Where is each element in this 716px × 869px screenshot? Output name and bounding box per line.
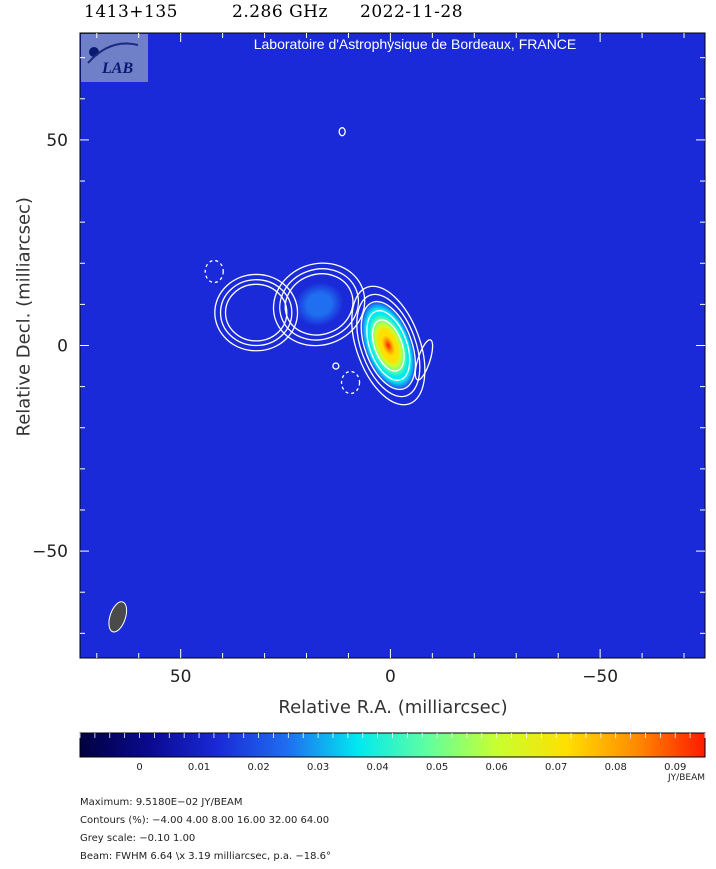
date-label: 2022-11-28	[360, 2, 464, 22]
x-tick-label: 50	[170, 667, 192, 687]
contour-3-3	[224, 283, 288, 342]
x-tick-label: −50	[582, 667, 618, 687]
component-3	[223, 282, 289, 343]
colorbar-tick-label: 0.02	[247, 762, 269, 773]
negative-contour-1	[204, 259, 224, 284]
colorbar-tick-label: 0.05	[426, 762, 448, 773]
institute-banner: Laboratoire d'Astrophysique de Bordeaux,…	[253, 36, 577, 52]
contour-2-1	[272, 262, 366, 347]
colorbar-tick-label: 0.07	[545, 762, 567, 773]
contour-1-5	[371, 319, 405, 372]
contour-1-3	[360, 300, 417, 391]
svg-text:LAB: LAB	[101, 60, 133, 77]
weak-contour-1	[338, 127, 346, 137]
negative-contour-2	[340, 370, 361, 395]
greyscale-note: Grey scale: −0.10 1.00	[80, 833, 196, 844]
weak-contour-2	[332, 362, 340, 370]
colorbar-tick-label: 0	[136, 762, 142, 773]
colorbar-tick-label: 0.03	[307, 762, 329, 773]
y-axis-title: Relative Decl. (milliarcsec)	[13, 197, 35, 437]
weak-contour-3	[414, 339, 434, 381]
contour-1-4	[366, 310, 411, 381]
source-name: 1413+135	[84, 2, 178, 22]
colorbar-tick-label: 0.08	[605, 762, 627, 773]
maximum-note: Maximum: 9.5180E−02 JY/BEAM	[80, 797, 243, 808]
component-2	[282, 271, 356, 338]
colorbar-tick-label: 0.06	[486, 762, 508, 773]
colorbar-unit: JY/BEAM	[667, 773, 705, 783]
contour-3-2	[219, 279, 293, 347]
colorbar-tick-label: 0.01	[188, 762, 210, 773]
x-axis-title: Relative R.A. (milliarcsec)	[278, 697, 508, 718]
y-tick-label: 0	[57, 337, 68, 357]
x-tick-label: 0	[385, 667, 396, 687]
contour-3-1	[214, 273, 299, 352]
colorbar-tick-label: 0.09	[664, 762, 686, 773]
y-tick-label: 50	[46, 131, 68, 151]
beam-ellipse	[108, 601, 128, 633]
contour-1-1	[351, 285, 426, 406]
contour-2-2	[279, 268, 360, 341]
beam-note: Beam: FWHM 6.64 \x 3.19 milliarcsec, p.a…	[80, 851, 331, 862]
frequency-label: 2.286 GHz	[232, 2, 328, 22]
contours-note: Contours (%): −4.00 4.00 8.00 16.00 32.0…	[80, 815, 330, 826]
y-tick-label: −50	[32, 542, 68, 562]
lab-logo: LAB	[81, 34, 148, 82]
contour-1-2	[356, 293, 421, 398]
colorbar-tick-label: 0.04	[366, 762, 388, 773]
